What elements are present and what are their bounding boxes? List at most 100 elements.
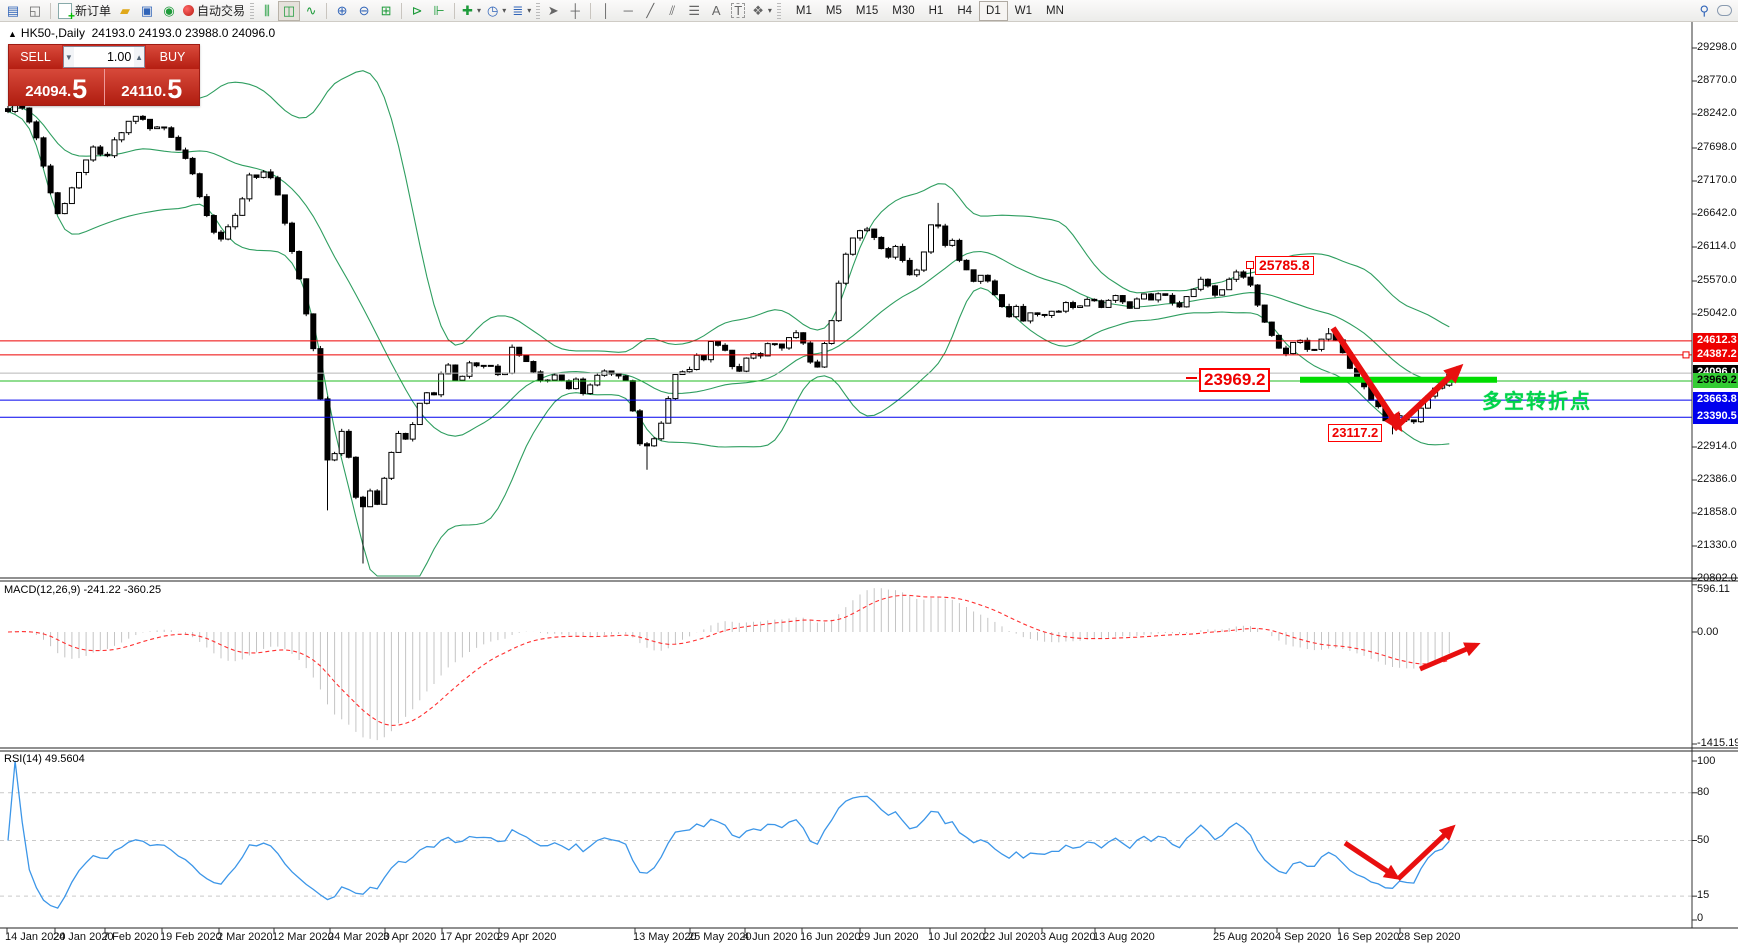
cn-turning-point-note[interactable]: 多空转折点: [1482, 391, 1592, 413]
swing-low-annotation[interactable]: 23117.2: [1328, 424, 1383, 442]
zoom-out-icon: ⊖: [358, 3, 370, 18]
crosshair-button[interactable]: ┼: [564, 1, 586, 21]
buy-button[interactable]: BUY: [146, 45, 199, 69]
dropdown-arrow-icon: ▾: [527, 6, 532, 15]
arrows-tool-button[interactable]: ❖ ▾: [749, 1, 775, 21]
timeframe-m5[interactable]: M5: [825, 4, 842, 17]
gold-bar-icon: ▰: [120, 3, 131, 18]
signals-button[interactable]: ◉: [158, 1, 180, 21]
periods-button[interactable]: ◷ ▾: [484, 1, 509, 21]
rsi-label: RSI(14) 49.5604: [4, 753, 85, 765]
price-badge-23390.5: 23390.5: [1693, 409, 1738, 424]
macd-axis-max: 596.11: [1697, 583, 1730, 595]
timeframe-h1[interactable]: H1: [928, 4, 944, 17]
line-chart-button[interactable]: ∿: [300, 1, 322, 21]
buy-price-sep: .: [162, 83, 167, 100]
zoom-in-icon: ⊕: [336, 3, 348, 18]
line-chart-icon: ∿: [305, 3, 317, 18]
bar-chart-button[interactable]: ⫼: [256, 1, 278, 21]
new-order-icon: [58, 2, 75, 23]
chat-icon[interactable]: [1717, 5, 1732, 16]
cursor-button[interactable]: ➤: [542, 1, 564, 21]
macd-axis-zero: 0.00: [1697, 626, 1719, 638]
bar-chart-icon: ⫼: [264, 3, 271, 18]
sell-button[interactable]: SELL: [9, 45, 62, 69]
volume-increase-button[interactable]: ▲: [134, 47, 144, 67]
vertical-line-button[interactable]: │: [595, 1, 617, 21]
support-annotation-dash: [1186, 377, 1197, 379]
search-icon[interactable]: ⚲: [1699, 3, 1709, 18]
collapse-triangle-icon[interactable]: ▲: [8, 29, 17, 39]
label-tool-button[interactable]: T: [727, 1, 749, 21]
gold-button[interactable]: ▰: [114, 1, 136, 21]
market-watch-button[interactable]: ▤: [2, 1, 24, 21]
templates-button[interactable]: ≣ ▾: [509, 1, 534, 21]
auto-trading-button[interactable]: 自动交易: [180, 1, 248, 21]
indicators-button[interactable]: ✚ ▾: [459, 1, 484, 21]
timeframe-m15[interactable]: M15: [855, 4, 879, 17]
data-window-icon: ◱: [28, 3, 42, 18]
rsi-axis-0: 0: [1697, 912, 1704, 924]
timeframe-mn[interactable]: MN: [1045, 4, 1064, 17]
new-order-button[interactable]: 新订单: [55, 1, 114, 23]
price-axis-tick: 28770.0: [1697, 74, 1737, 86]
price-axis-tick: 27170.0: [1697, 174, 1737, 186]
price-axis-tick: 29298.0: [1697, 41, 1737, 53]
volume-input[interactable]: [73, 47, 135, 67]
terminal-button[interactable]: ▣: [136, 1, 158, 21]
candlestick-chart-button[interactable]: ◫: [278, 0, 301, 21]
date-axis-label: 29 Jun 2020: [858, 931, 919, 943]
swing-high-annotation[interactable]: 25785.8: [1255, 256, 1314, 275]
text-tool-button[interactable]: A: [705, 1, 727, 21]
main-toolbar: ▤ ◱ 新订单 ▰ ▣ ◉ 自动交易 ⫼ ◫ ∿ ⊕ ⊖ ⊞ ⊳ ⊩ ✚▾ ◷▾…: [0, 0, 1738, 23]
toolbar-separator: [50, 2, 51, 19]
macd-axis-min: -1415.19: [1697, 737, 1738, 749]
date-axis-label: 4 Jun 2020: [743, 931, 798, 943]
ohlc-values: 24193.0 24193.0 23988.0 24096.0: [91, 26, 276, 40]
indicators-icon: ✚: [462, 3, 473, 18]
chart-shift-button[interactable]: ⊩: [428, 1, 450, 21]
zoom-out-button[interactable]: ⊖: [353, 1, 375, 21]
price-axis-tick: 25570.0: [1697, 274, 1737, 286]
crosshair-icon: ┼: [570, 3, 580, 18]
horizontal-line-button[interactable]: ─: [617, 1, 639, 21]
tile-windows-button[interactable]: ⊞: [375, 1, 397, 21]
auto-scroll-button[interactable]: ⊳: [406, 1, 428, 21]
trade-panel-prices: 24094. 5 24110. 5: [9, 69, 199, 105]
equidistant-channel-button[interactable]: ⫽: [661, 1, 683, 21]
timeframe-h4[interactable]: H4: [957, 4, 973, 17]
price-axis-tick: 21858.0: [1697, 506, 1737, 518]
date-axis-label: 3 Apr 2020: [383, 931, 437, 943]
timeframe-d1[interactable]: D1: [979, 0, 1008, 21]
trendline-button[interactable]: ╱: [639, 1, 661, 21]
equidistant-channel-icon: ⫽: [669, 3, 676, 18]
volume-decrease-button[interactable]: ▼: [64, 47, 74, 67]
support-level-annotation[interactable]: 23969.2: [1199, 368, 1271, 392]
new-order-label: 新订单: [75, 4, 112, 18]
date-axis-label: 13 May 2020: [633, 931, 697, 943]
clock-icon: ◷: [486, 3, 499, 18]
price-badge-23663.8: 23663.8: [1693, 392, 1738, 407]
date-axis-label: 3 Aug 2020: [1040, 931, 1096, 943]
sell-price[interactable]: 24094. 5: [9, 69, 105, 105]
rsi-axis-80: 80: [1697, 786, 1710, 798]
fibonacci-button[interactable]: ☰: [683, 1, 705, 21]
timeframe-m30[interactable]: M30: [892, 4, 915, 17]
text-tool-icon: A: [711, 3, 721, 18]
dropdown-arrow-icon: ▾: [767, 6, 772, 15]
arrows-tool-icon: ❖: [752, 3, 764, 18]
timeframe-w1[interactable]: W1: [1014, 4, 1032, 17]
sell-price-main: 24094: [25, 83, 67, 100]
buy-price[interactable]: 24110. 5: [105, 69, 200, 105]
data-window-button[interactable]: ◱: [24, 1, 46, 21]
price-axis-tick: 28242.0: [1697, 107, 1737, 119]
candlestick-chart-icon: ◫: [282, 3, 296, 18]
timeframe-m1[interactable]: M1: [795, 4, 812, 17]
date-axis-label: 24 Mar 2020: [328, 931, 390, 943]
date-axis-label: 16 Sep 2020: [1337, 931, 1400, 943]
fibonacci-icon: ☰: [688, 3, 701, 18]
zoom-in-button[interactable]: ⊕: [331, 1, 353, 21]
toolbar-grip: [536, 2, 541, 19]
price-marker-square[interactable]: [1246, 261, 1254, 269]
